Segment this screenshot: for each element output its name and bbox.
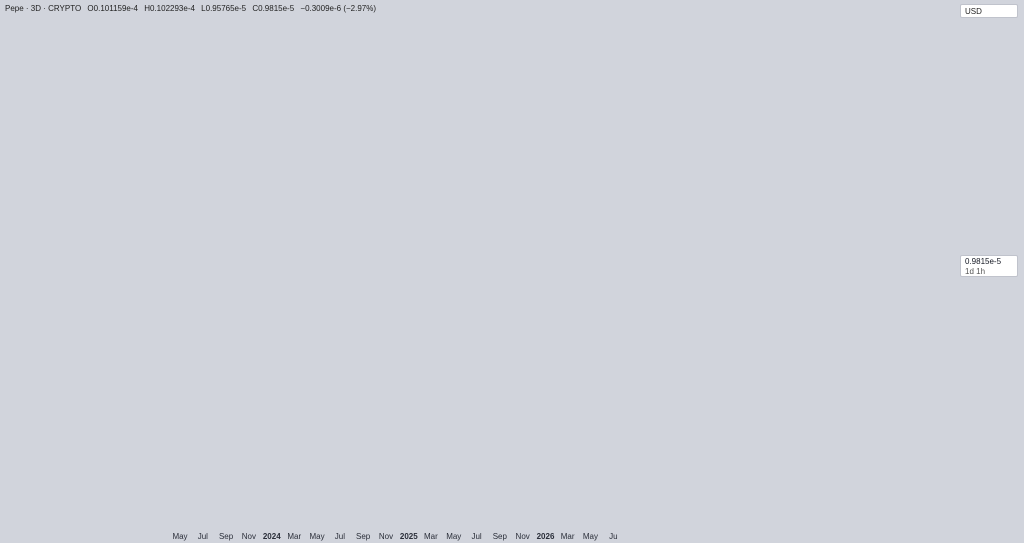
last-price-value: 0.9815e-5	[965, 257, 1002, 266]
ohlc-change: −0.3009e-6 (−2.97%)	[300, 4, 376, 13]
x-tick-label: Mar	[424, 532, 438, 541]
x-tick-label: Mar	[287, 532, 301, 541]
x-tick-label: May	[310, 532, 325, 541]
candle-timer: 1d 1h	[965, 267, 986, 276]
x-tick-label: May	[446, 532, 461, 541]
x-tick-label: 2025	[400, 532, 418, 541]
currency-button[interactable]: USD	[960, 4, 1018, 18]
x-tick-label: Ju	[609, 532, 617, 541]
ohlc-open: O0.101159e-4	[87, 4, 138, 13]
x-tick-label: Jul	[335, 532, 345, 541]
x-tick-label: Sep	[219, 532, 234, 541]
symbol-label[interactable]: Pepe · 3D · CRYPTO	[5, 4, 82, 13]
x-tick-label: May	[583, 532, 598, 541]
x-tick-label: Sep	[356, 532, 371, 541]
symbol-header: Pepe · 3D · CRYPTO O0.101159e-4 H0.10229…	[5, 4, 380, 13]
x-tick-label: Nov	[516, 532, 530, 541]
time-axis[interactable]: May Jul Sep Nov 2024 Mar May Jul Sep Nov 2025 Mar Ma…	[172, 532, 617, 541]
ohlc-close: C0.9815e-5	[252, 4, 295, 13]
x-tick-label: 2024	[263, 532, 281, 541]
x-tick-label: Nov	[242, 532, 256, 541]
x-tick-label: Sep	[493, 532, 508, 541]
ohlc-low: L0.95765e-5	[201, 4, 247, 13]
x-tick-label: Nov	[379, 532, 393, 541]
x-tick-label: Mar	[561, 532, 575, 541]
x-tick-label: 2026	[537, 532, 555, 541]
ohlc-high: H0.102293e-4	[144, 4, 195, 13]
last-price-tag: 0.9815e-5 1d 1h	[960, 255, 1018, 277]
x-tick-label: Jul	[198, 532, 208, 541]
x-tick-label: Jul	[471, 532, 481, 541]
x-tick-label: May	[172, 532, 187, 541]
